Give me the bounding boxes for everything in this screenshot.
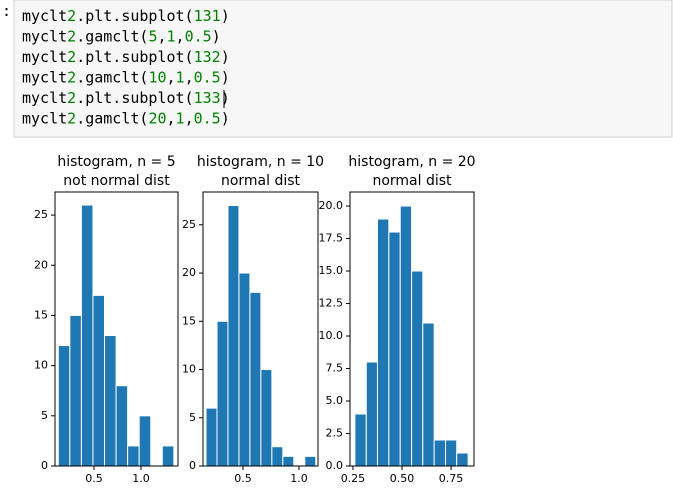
bar [388,231,401,467]
bar [249,291,262,467]
bar [399,205,413,467]
bar [282,455,295,467]
y-tick-label: 5 [189,411,196,424]
axes-frame [54,191,179,467]
y-tick-label: 5.0 [326,394,344,407]
bar [104,335,117,467]
y-tick-label: 20.0 [319,199,344,212]
axes-frame [202,191,319,467]
x-tick-label: 1.0 [290,472,308,485]
bar [260,369,273,467]
bar [238,272,251,467]
y-tick-label: 12.5 [319,297,344,310]
y-tick-label: 10.0 [319,329,344,342]
bar [354,413,367,467]
bar [92,294,106,467]
bar [411,270,424,467]
bar [456,452,469,467]
y-tick-label: 10 [182,363,196,376]
bar [69,314,82,467]
y-tick-label: 17.5 [319,232,344,245]
x-tick-label: 0.5 [234,472,252,485]
bar [80,204,94,467]
y-tick-label: 7.5 [326,362,344,375]
y-tick-label: 15 [182,314,196,327]
bar [365,361,378,467]
code-line: myclt2.plt.subplot(133) [22,89,230,107]
bar [227,205,240,467]
bar [422,322,435,467]
y-tick-label: 20 [34,258,48,271]
bar [205,407,218,467]
x-tick-label: 0.5 [85,472,103,485]
bar [445,439,458,467]
chart-title: normal dist [221,173,301,189]
y-tick-label: 2.5 [326,427,344,440]
y-tick-label: 5 [41,409,48,422]
x-tick-label: 0.50 [390,472,415,485]
chart-title: histogram, n = 5 [57,154,175,170]
bar [57,345,71,467]
y-tick-label: 15 [34,308,48,321]
bar [304,455,317,467]
bar [433,439,447,467]
bar [271,446,284,467]
y-tick-label: 10 [34,359,48,372]
prompt: : [2,2,11,20]
chart-title: histogram, n = 10 [197,154,324,170]
x-tick-label: 1.0 [132,472,150,485]
bar [376,218,390,467]
y-tick-label: 25 [182,218,196,231]
bar [216,320,229,467]
code-cell[interactable] [13,0,673,138]
code-line: myclt2.gamclt(20,1,0.5) [22,110,230,128]
code-line: myclt2.gamclt(10,1,0.5) [22,69,230,87]
y-tick-label: 15.0 [319,264,344,277]
chart-title: not normal dist [63,173,170,189]
x-tick-label: 0.75 [439,472,464,485]
x-tick-label: 0.25 [341,472,366,485]
axes-frame [349,191,475,467]
code-line: myclt2.plt.subplot(132) [22,48,230,66]
code-line: myclt2.gamclt(5,1,0.5) [22,28,221,46]
y-tick-label: 25 [34,208,48,221]
bar [115,385,129,467]
bar [127,445,140,467]
y-tick-label: 0.0 [326,459,344,472]
bar [138,415,152,467]
bar [161,445,175,467]
y-tick-label: 20 [182,266,196,279]
chart-title: normal dist [372,173,452,189]
y-tick-label: 0 [189,459,196,472]
code-line: myclt2.plt.subplot(131) [22,7,230,25]
chart-title: histogram, n = 20 [348,154,475,170]
y-tick-label: 0 [41,459,48,472]
